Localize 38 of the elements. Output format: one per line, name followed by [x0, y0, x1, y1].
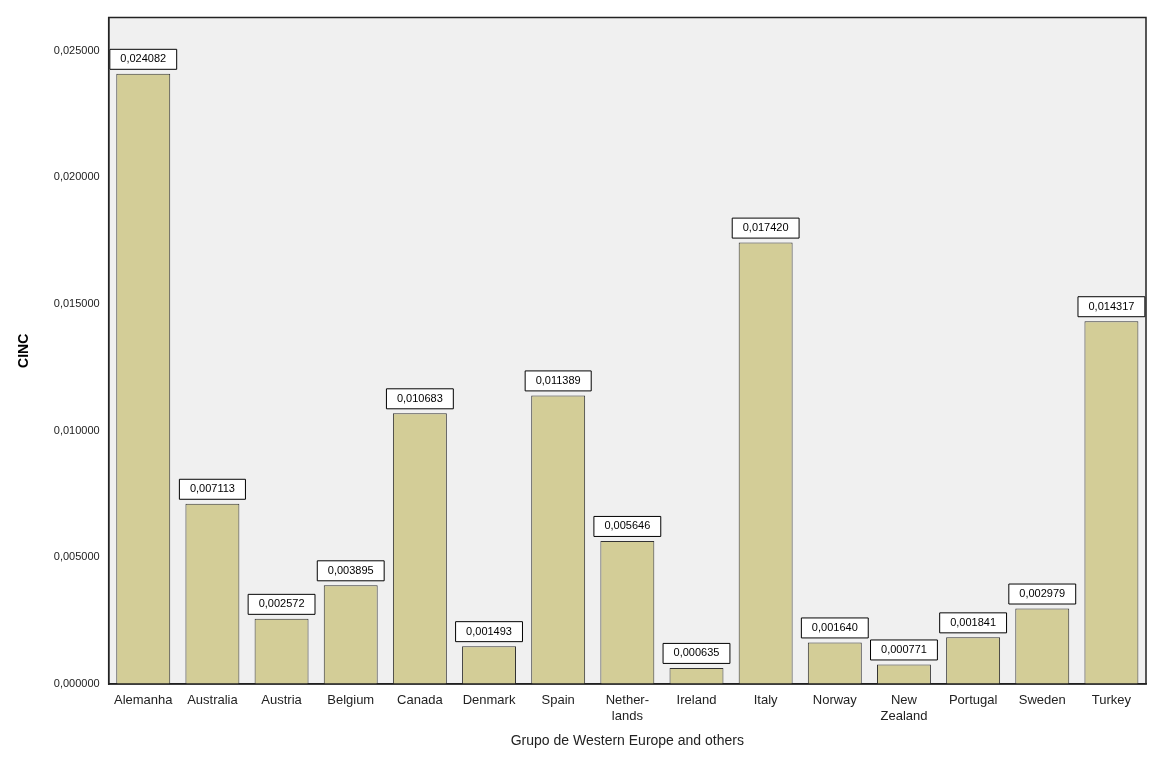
data-label: 0,002572	[258, 597, 305, 610]
x-tick-label: Spain	[541, 692, 575, 708]
data-label: 0,024082	[120, 52, 167, 65]
data-label: 0,005646	[604, 519, 651, 532]
y-tick-label: 0,010000	[53, 423, 100, 436]
data-label: 0,017420	[742, 221, 789, 234]
x-tick-label: Turkey	[1091, 692, 1132, 708]
data-label: 0,003895	[327, 563, 374, 576]
x-tick-label: Australia	[187, 692, 239, 708]
y-tick-label: 0,025000	[53, 43, 100, 56]
data-label: 0,001841	[950, 615, 997, 628]
data-label: 0,010683	[396, 391, 443, 404]
x-tick-label: Nether- lands	[605, 692, 650, 723]
data-label: 0,000771	[881, 643, 927, 655]
x-tick-label: Austria	[261, 692, 303, 708]
x-tick-label: Denmark	[462, 692, 516, 708]
data-label: 0,001640	[811, 620, 858, 633]
x-axis-title: Grupo de Western Europe and others	[510, 732, 744, 749]
y-tick-label: 0,020000	[53, 170, 100, 183]
x-tick-label: Alemanha	[113, 692, 174, 708]
x-tick-label: Norway	[812, 692, 858, 708]
x-tick-label: Ireland	[676, 692, 717, 708]
x-tick-label: Portugal	[948, 692, 998, 708]
data-label: 0,001493	[466, 624, 512, 637]
x-tick-label: New Zealand	[880, 692, 928, 723]
x-tick-label: Sweden	[1018, 692, 1066, 708]
y-tick-label: 0,015000	[53, 296, 100, 309]
data-label: 0,014317	[1088, 299, 1135, 312]
data-label: 0,002979	[1019, 587, 1066, 600]
data-label: 0,007113	[189, 482, 235, 495]
data-label: 0,000635	[673, 646, 720, 659]
x-tick-label: Canada	[397, 692, 444, 708]
x-tick-label: Italy	[753, 692, 779, 708]
y-tick-label: 0,000000	[53, 677, 100, 690]
y-tick-label: 0,005000	[53, 550, 100, 563]
y-axis-title: CINC	[15, 333, 32, 368]
x-tick-label: Belgium	[327, 692, 375, 708]
data-label: 0,011389	[535, 373, 581, 386]
